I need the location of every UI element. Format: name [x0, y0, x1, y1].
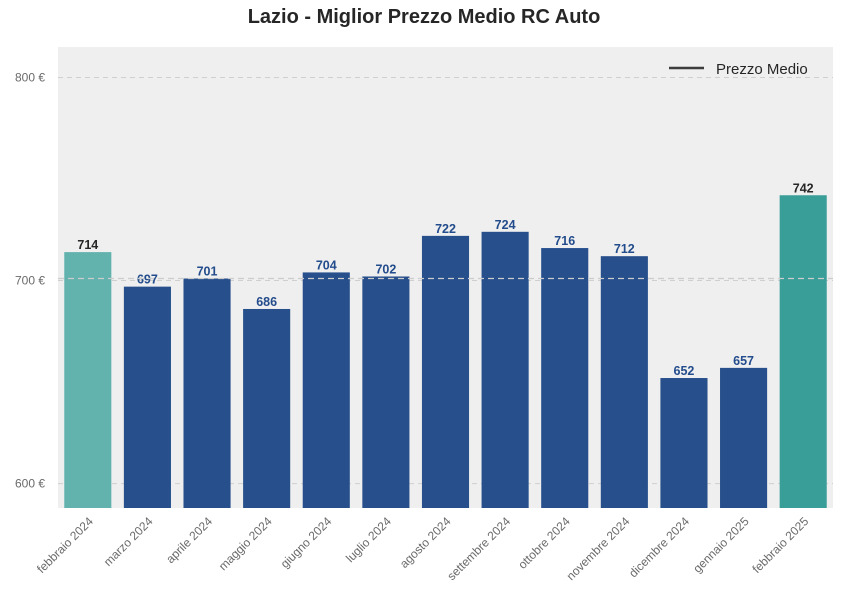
- x-tick-label: gennaio 2025: [690, 514, 752, 576]
- bar-value-label: 704: [316, 258, 337, 272]
- x-tick-label: agosto 2024: [397, 514, 454, 571]
- x-tick-label: luglio 2024: [343, 514, 394, 565]
- bar-value-label: 657: [733, 354, 754, 368]
- x-axis: febbraio 2024 marzo 2024 aprile 2024 maggio…: [34, 514, 811, 583]
- y-tick-label: 800 €: [15, 70, 45, 84]
- bar-value-label: 722: [435, 222, 456, 236]
- bar-labels: 714 697 701 686 704 702 722 724 716 712 652 657 742: [77, 181, 813, 378]
- bar: [660, 378, 708, 508]
- y-axis: 600 € 700 € 800 €: [15, 70, 45, 490]
- bar-value-label: 697: [137, 273, 158, 287]
- legend-label: Prezzo Medio: [716, 61, 808, 78]
- y-tick-label: 600 €: [15, 477, 45, 491]
- bars: [64, 195, 827, 509]
- bar-value-label: 686: [256, 295, 277, 309]
- bar: [64, 252, 112, 508]
- bar: [779, 195, 827, 508]
- bar: [183, 278, 231, 508]
- chart-title: Lazio - Miglior Prezzo Medio RC Auto: [247, 6, 601, 28]
- bar-value-label: 714: [77, 238, 98, 252]
- bar: [362, 276, 410, 508]
- x-tick-label: febbraio 2025: [750, 514, 812, 576]
- bar: [541, 248, 589, 508]
- bar: [720, 367, 768, 508]
- bar-value-label: 716: [554, 234, 575, 248]
- bar: [123, 286, 171, 508]
- bar-value-label: 652: [674, 364, 695, 378]
- bar: [421, 235, 470, 508]
- bar: [600, 256, 648, 508]
- legend: Prezzo Medio: [669, 61, 808, 78]
- bar: [481, 231, 529, 509]
- x-tick-label: ottobre 2024: [515, 514, 573, 572]
- x-tick-label: marzo 2024: [101, 514, 156, 569]
- bar: [302, 272, 350, 508]
- x-tick-label: dicembre 2024: [626, 514, 692, 580]
- x-tick-label: giugno 2024: [278, 514, 335, 571]
- bar-value-label: 712: [614, 242, 635, 256]
- bar: [243, 308, 291, 508]
- bar-value-label: 701: [197, 265, 218, 279]
- bar-value-label: 742: [793, 181, 814, 195]
- y-tick-label: 700 €: [15, 274, 45, 288]
- bar-value-label: 724: [495, 218, 516, 232]
- x-tick-label: aprile 2024: [163, 514, 215, 566]
- x-tick-label: febbraio 2024: [34, 514, 96, 576]
- bar-value-label: 702: [375, 262, 396, 276]
- x-tick-label: settembre 2024: [444, 514, 513, 583]
- x-tick-label: maggio 2024: [216, 514, 275, 573]
- x-tick-label: novembre 2024: [564, 514, 633, 583]
